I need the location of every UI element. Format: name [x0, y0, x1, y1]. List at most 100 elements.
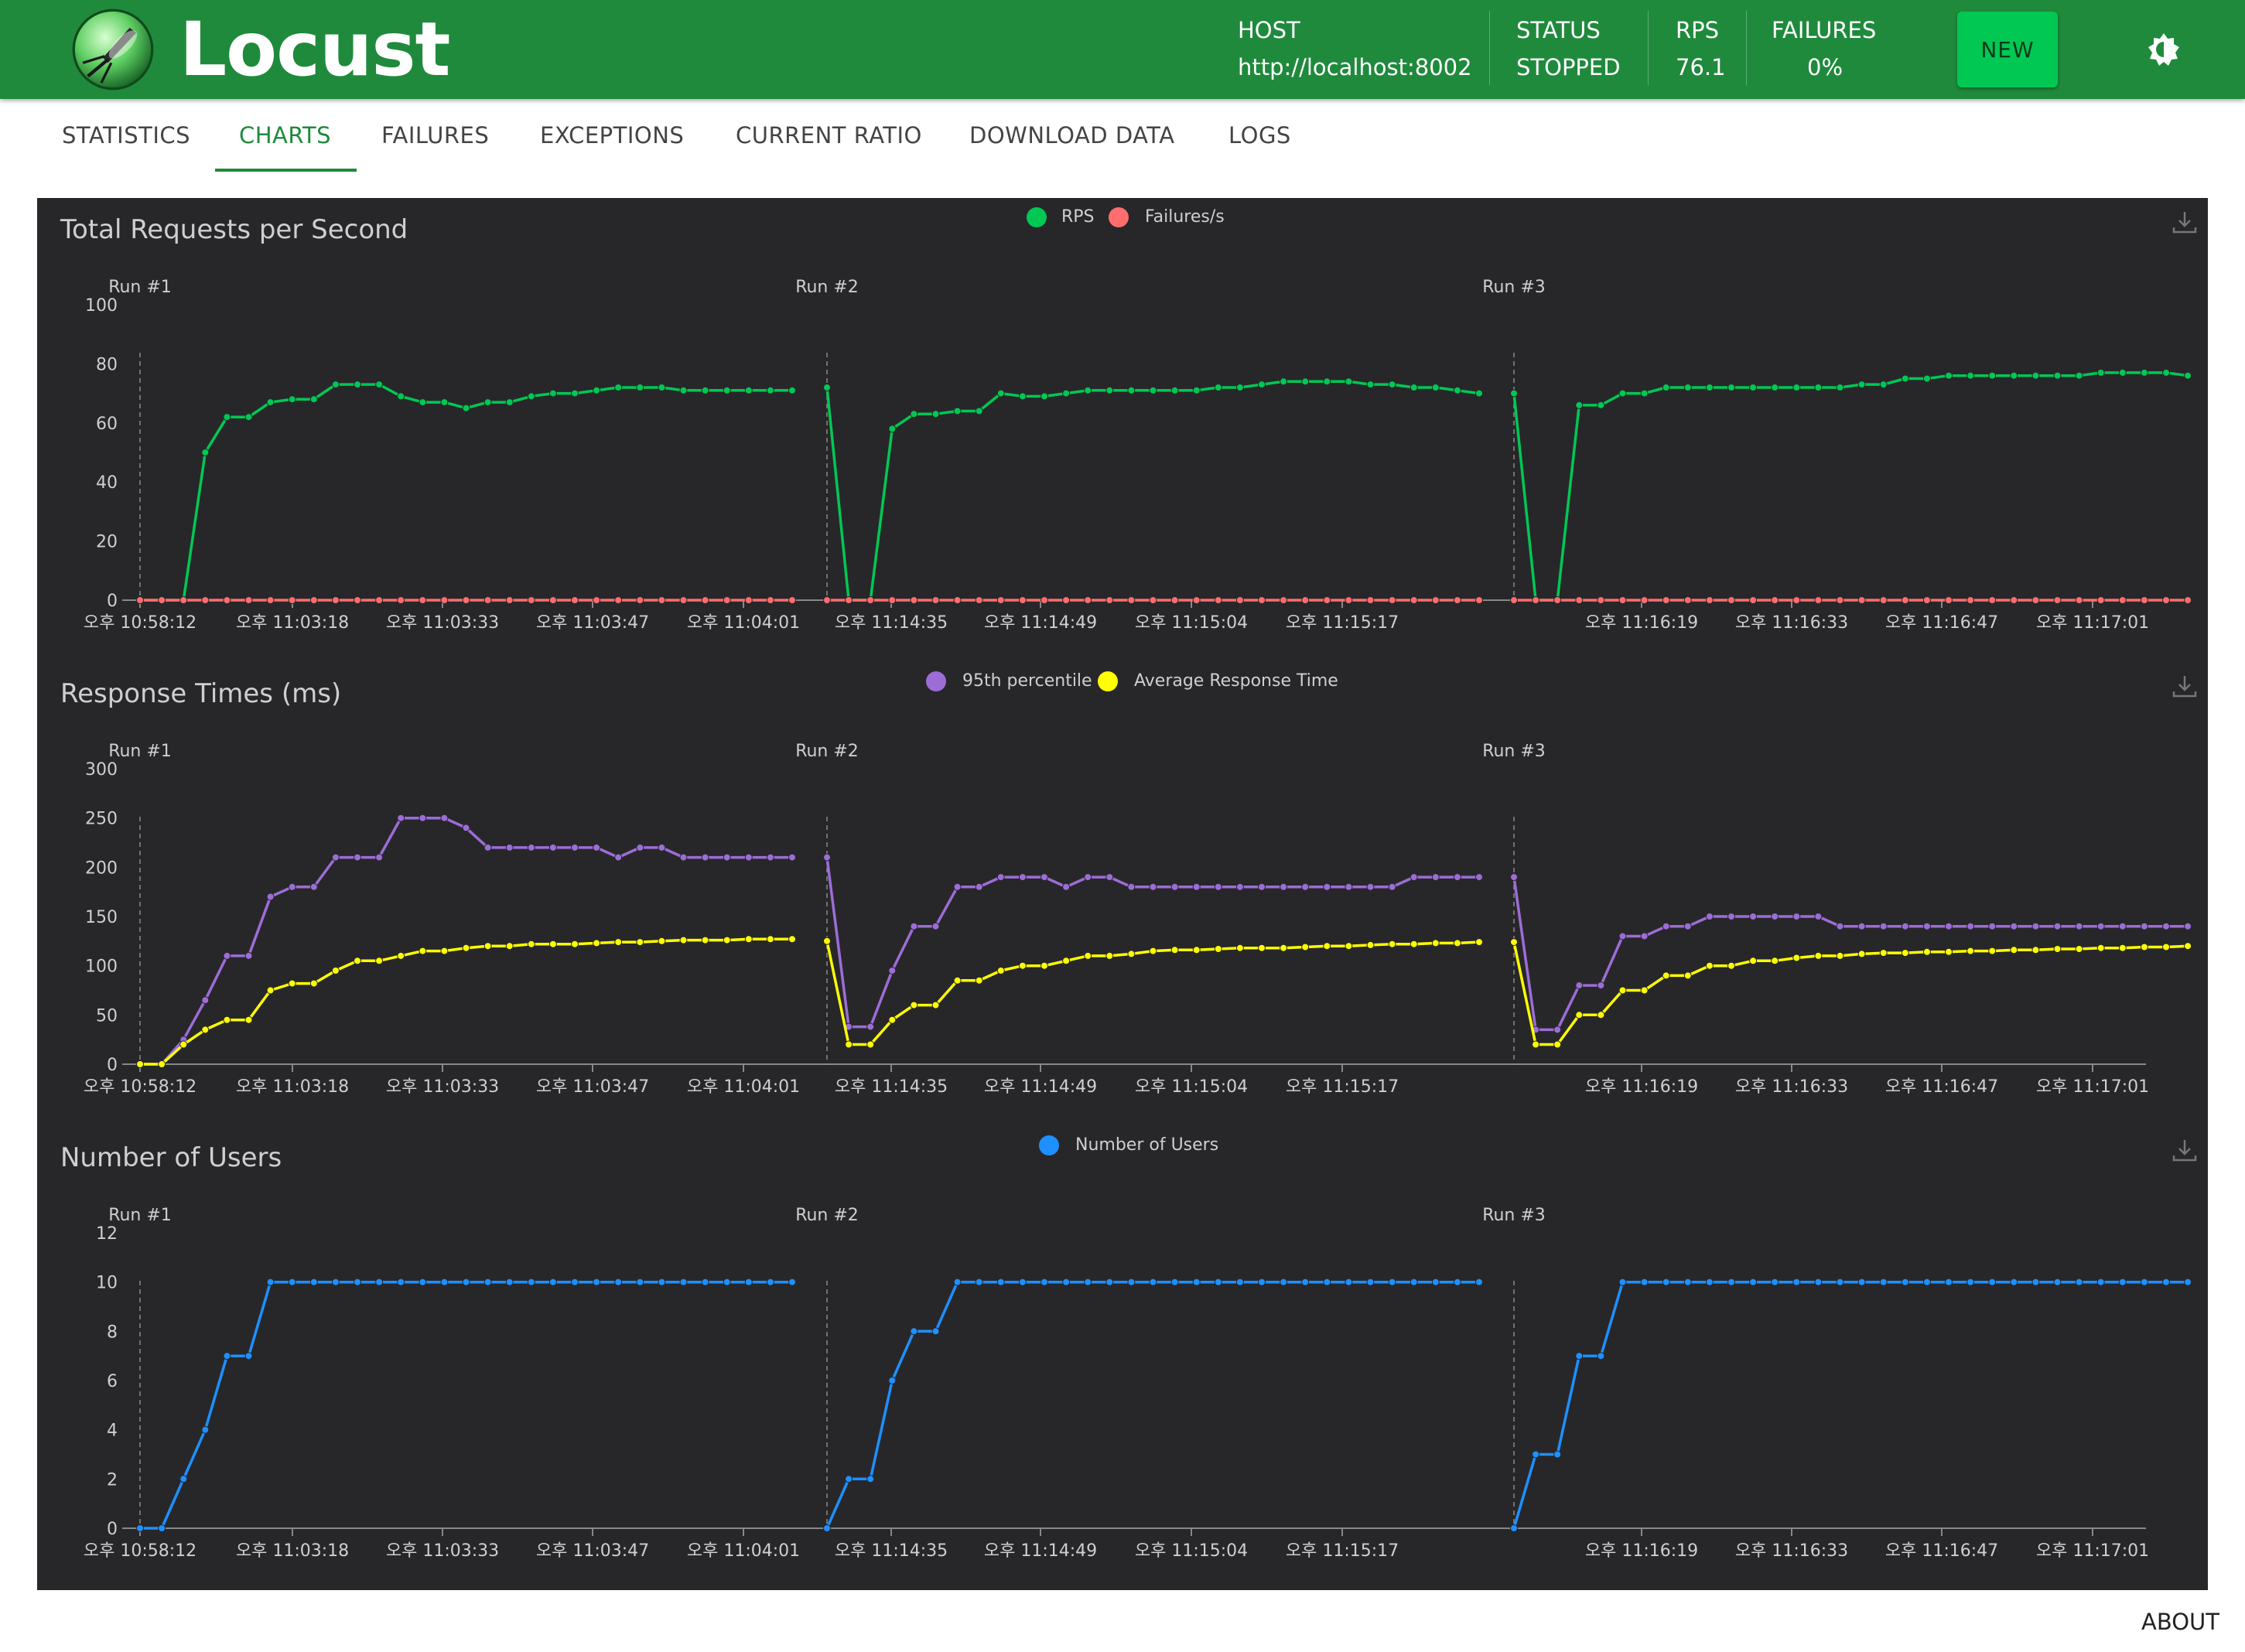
tab-failures[interactable]: FAILURES [381, 122, 490, 148]
data-point [593, 386, 601, 394]
locust-logo-icon [72, 9, 154, 90]
data-point [1258, 596, 1266, 604]
data-point [1771, 1278, 1779, 1286]
data-point [1662, 596, 1670, 604]
host-label: HOST [1238, 17, 1300, 43]
data-point [1388, 1278, 1396, 1286]
tab-logs[interactable]: LOGS [1228, 122, 1291, 148]
tab-bar: STATISTICS CHARTS FAILURES EXCEPTIONS CU… [0, 99, 2245, 176]
tab-statistics[interactable]: STATISTICS [62, 122, 191, 148]
data-point [658, 1278, 666, 1286]
tab-current-ratio[interactable]: CURRENT RATIO [736, 122, 922, 148]
data-point [2184, 596, 2192, 604]
y-tick-label: 150 [85, 908, 118, 927]
x-tick-label: 오후 11:14:49 [984, 1541, 1097, 1561]
tab-download-data[interactable]: DOWNLOAD DATA [969, 122, 1175, 148]
theme-toggle-icon[interactable] [2145, 31, 2182, 68]
data-point [2162, 596, 2170, 604]
data-point [1749, 596, 1758, 604]
y-tick-label: 50 [96, 1006, 118, 1026]
data-point [136, 596, 144, 604]
data-point [548, 389, 557, 398]
data-point [1922, 922, 1931, 930]
tab-charts[interactable]: CHARTS [239, 122, 332, 148]
data-point [2031, 1278, 2040, 1286]
data-point [1323, 942, 1331, 951]
data-point [1922, 947, 1931, 956]
data-point [910, 596, 918, 604]
data-point [201, 449, 210, 456]
data-point [593, 596, 601, 604]
data-point [744, 853, 753, 862]
data-point [1105, 951, 1114, 960]
data-point [1901, 1278, 1909, 1286]
data-point [2096, 596, 2105, 604]
data-point [2075, 922, 2083, 930]
new-test-button[interactable]: NEW [1957, 12, 2058, 87]
data-point [1214, 1278, 1222, 1286]
data-point [223, 1352, 231, 1360]
data-point [1214, 882, 1222, 891]
data-point [288, 979, 296, 988]
legend-swatch [1027, 207, 1047, 227]
data-point [788, 1278, 796, 1286]
data-point [1749, 1278, 1758, 1286]
data-point [1510, 873, 1518, 882]
data-point [1388, 882, 1396, 891]
data-point [1192, 386, 1201, 394]
data-point [1475, 389, 1483, 398]
download-icon[interactable] [2172, 676, 2197, 698]
data-point [505, 596, 514, 604]
data-point [1640, 932, 1649, 940]
data-point [1814, 951, 1823, 960]
data-point [1618, 986, 1627, 995]
failures-value: 0% [1807, 54, 1843, 80]
data-point [1705, 961, 1714, 970]
data-point [953, 976, 962, 985]
data-point [1084, 1278, 1092, 1286]
data-point [866, 1475, 875, 1483]
y-tick-label: 250 [85, 810, 118, 829]
data-point [2162, 943, 2170, 951]
data-point [1084, 951, 1092, 960]
data-point [2010, 946, 2018, 954]
download-arrow [2172, 676, 2197, 698]
data-point [1170, 946, 1179, 954]
data-point [1553, 1040, 1562, 1049]
data-point [2053, 371, 2062, 380]
data-point [288, 395, 296, 404]
data-point [1301, 943, 1310, 951]
data-point [1235, 944, 1244, 952]
data-point [244, 596, 253, 604]
x-tick-label: 오후 11:03:33 [386, 1541, 499, 1561]
data-point [331, 381, 340, 389]
data-point [179, 1475, 188, 1483]
x-tick-label: 오후 11:16:47 [1885, 1077, 1998, 1097]
data-point [1771, 596, 1779, 604]
data-point [1879, 381, 1888, 389]
about-link[interactable]: ABOUT [2141, 1609, 2219, 1635]
series-line [825, 857, 1479, 1029]
data-point [419, 1278, 427, 1286]
data-point [309, 395, 318, 404]
tab-exceptions[interactable]: EXCEPTIONS [540, 122, 685, 148]
data-point [375, 1278, 384, 1286]
data-point [788, 596, 796, 604]
data-point [1705, 1278, 1714, 1286]
download-icon[interactable] [2172, 212, 2197, 234]
data-point [440, 596, 449, 604]
data-point [1366, 940, 1375, 949]
chart-title: Total Requests per Second [60, 214, 408, 245]
x-tick-label: 오후 11:03:47 [536, 1077, 649, 1097]
data-point [1553, 596, 1562, 604]
data-point [1062, 957, 1071, 965]
data-point [1149, 947, 1157, 955]
download-icon[interactable] [2172, 1140, 2197, 1162]
legend-label: 95th percentile [962, 671, 1092, 691]
stat-divider [1648, 11, 1649, 85]
data-point [1084, 873, 1092, 882]
x-tick-label: 오후 11:03:33 [386, 613, 499, 633]
x-tick-label: 오후 11:16:19 [1585, 1541, 1698, 1561]
data-point [571, 1278, 579, 1286]
data-point [2031, 922, 2040, 930]
